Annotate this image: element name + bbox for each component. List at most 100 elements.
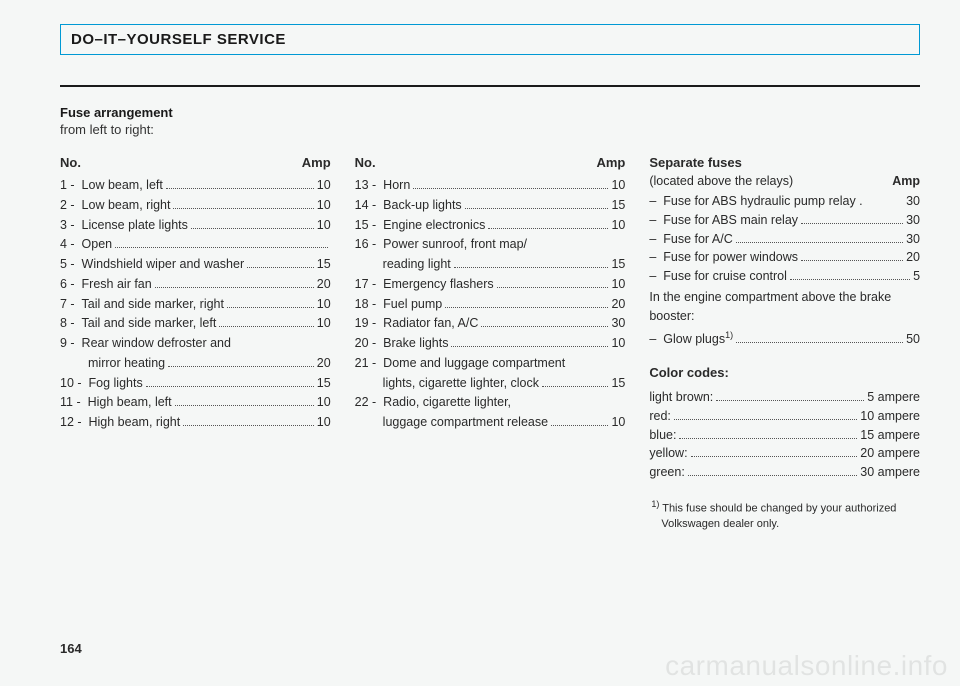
column-right: Separate fuses (located above the relays… (649, 155, 920, 532)
fuse-amp: 10 (317, 413, 331, 432)
dots (488, 219, 608, 229)
dots (674, 410, 857, 420)
fuse-number: 5 - (60, 255, 82, 274)
dots (183, 416, 314, 426)
fuse-amp: 10 (317, 295, 331, 314)
footnote-text: This fuse should be changed by your auth… (661, 503, 896, 530)
color-amp: 5 ampere (867, 388, 920, 407)
color-name: light brown: (649, 388, 713, 407)
fuse-amp: 10 (611, 413, 625, 432)
separate-fuses-title: Separate fuses (649, 155, 920, 170)
separate-sub-text: (located above the relays) (649, 174, 793, 188)
separate-fuses-subtitle: (located above the relays) Amp (649, 174, 920, 188)
divider (60, 85, 920, 87)
separate-fuse-label: Fuse for A/C (663, 230, 732, 249)
engine-text-line1: In the engine compartment above the brak… (649, 288, 920, 307)
fuse-label: High beam, right (89, 413, 181, 432)
dots (227, 298, 314, 308)
dots (191, 219, 314, 229)
fuse-row: 6 - Fresh air fan20 (60, 275, 331, 294)
page-header: DO–IT–YOURSELF SERVICE (71, 31, 909, 48)
fuse-amp: 20 (317, 354, 331, 373)
dots (155, 278, 314, 288)
fuse-number: 3 - (60, 216, 82, 235)
glow-label: Glow plugs1) (663, 329, 733, 349)
column-left: No. Amp 1 - Low beam, left102 - Low beam… (60, 155, 331, 532)
fuse-row: 9 - Rear window defroster and (60, 334, 331, 353)
fuse-row: 2 - Low beam, right10 (60, 196, 331, 215)
fuse-number: 11 - (60, 393, 88, 412)
fuse-number: 1 - (60, 176, 82, 195)
separate-fuse-label: Fuse for power windows (663, 248, 798, 267)
fuse-number: 21 - (355, 354, 384, 373)
fuse-row: 13 - Horn10 (355, 176, 626, 195)
fuse-amp: 10 (317, 314, 331, 333)
fuse-number: 12 - (60, 413, 89, 432)
fuse-amp: 10 (611, 176, 625, 195)
fuse-number: 16 - (355, 235, 384, 254)
fuse-amp: 20 (317, 275, 331, 294)
fuse-list-middle: 13 - Horn1014 - Back-up lights1515 - Eng… (355, 176, 626, 432)
glow-plugs-row: – Glow plugs1) 50 (649, 329, 920, 349)
fuse-row: 18 - Fuel pump 20 (355, 295, 626, 314)
fuse-number: 19 - (355, 314, 384, 333)
dots (445, 298, 608, 308)
fuse-label: Power sunroof, front map/ (383, 235, 527, 254)
fuse-label: reading light (383, 255, 451, 274)
col-header-mid: No. Amp (355, 155, 626, 170)
color-code-row: red:10 ampere (649, 407, 920, 426)
dots (551, 416, 608, 426)
engine-text-line2: booster: (649, 307, 920, 326)
fuse-label: luggage compartment release (383, 413, 548, 432)
fuse-row: 21 - Dome and luggage compartment (355, 354, 626, 373)
column-middle: No. Amp 13 - Horn1014 - Back-up lights15… (355, 155, 626, 532)
fuse-label: Windshield wiper and washer (82, 255, 245, 274)
dots (451, 337, 608, 347)
fuse-number: 22 - (355, 393, 384, 412)
separate-fuse-amp: 5 (913, 267, 920, 286)
col-header-left: No. Amp (60, 155, 331, 170)
fuse-row: 11 - High beam, left10 (60, 393, 331, 412)
fuse-row: 12 - High beam, right 10 (60, 413, 331, 432)
fuse-row: mirror heating20 (60, 354, 331, 373)
fuse-label: Fuel pump (383, 295, 442, 314)
separate-fuse-label: Fuse for cruise control (663, 267, 787, 286)
fuse-row: 16 - Power sunroof, front map/ (355, 235, 626, 254)
fuse-number: 15 - (355, 216, 384, 235)
fuse-label: High beam, left (88, 393, 172, 412)
dots (481, 317, 608, 327)
fuse-number: 8 - (60, 314, 82, 333)
fuse-amp: 10 (317, 216, 331, 235)
fuse-label: Horn (383, 176, 410, 195)
fuse-label: Tail and side marker, right (82, 295, 224, 314)
col-header-no: No. (355, 155, 376, 170)
fuse-amp: 15 (317, 374, 331, 393)
section-title: Fuse arrangement (60, 105, 920, 120)
fuse-row: 10 - Fog lights15 (60, 374, 331, 393)
color-amp: 10 ampere (860, 407, 920, 426)
fuse-label: Rear window defroster and (82, 334, 231, 353)
fuse-number: 6 - (60, 275, 82, 294)
fuse-row: 22 - Radio, cigarette lighter, (355, 393, 626, 412)
dots (146, 377, 314, 387)
dash-marker: – (649, 211, 663, 230)
fuse-number: 7 - (60, 295, 82, 314)
fuse-amp: 20 (611, 295, 625, 314)
fuse-row: 8 - Tail and side marker, left10 (60, 314, 331, 333)
fuse-list-left: 1 - Low beam, left102 - Low beam, right1… (60, 176, 331, 432)
dots (801, 214, 903, 224)
separate-fuse-label: Fuse for ABS main relay (663, 211, 798, 230)
dash-marker: – (649, 248, 663, 267)
separate-fuse-row: – Fuse for power windows20 (649, 248, 920, 267)
header-box: DO–IT–YOURSELF SERVICE (60, 24, 920, 55)
fuse-number: 18 - (355, 295, 384, 314)
fuse-label: lights, cigarette lighter, clock (383, 374, 539, 393)
separate-fuse-amp: 30 (906, 211, 920, 230)
fuse-label: Low beam, right (82, 196, 171, 215)
col-header-no: No. (60, 155, 81, 170)
color-codes-title: Color codes: (649, 365, 920, 380)
page-number: 164 (60, 641, 82, 656)
fuse-amp: 10 (317, 176, 331, 195)
dash-marker: – (649, 267, 663, 286)
dots (736, 333, 903, 343)
